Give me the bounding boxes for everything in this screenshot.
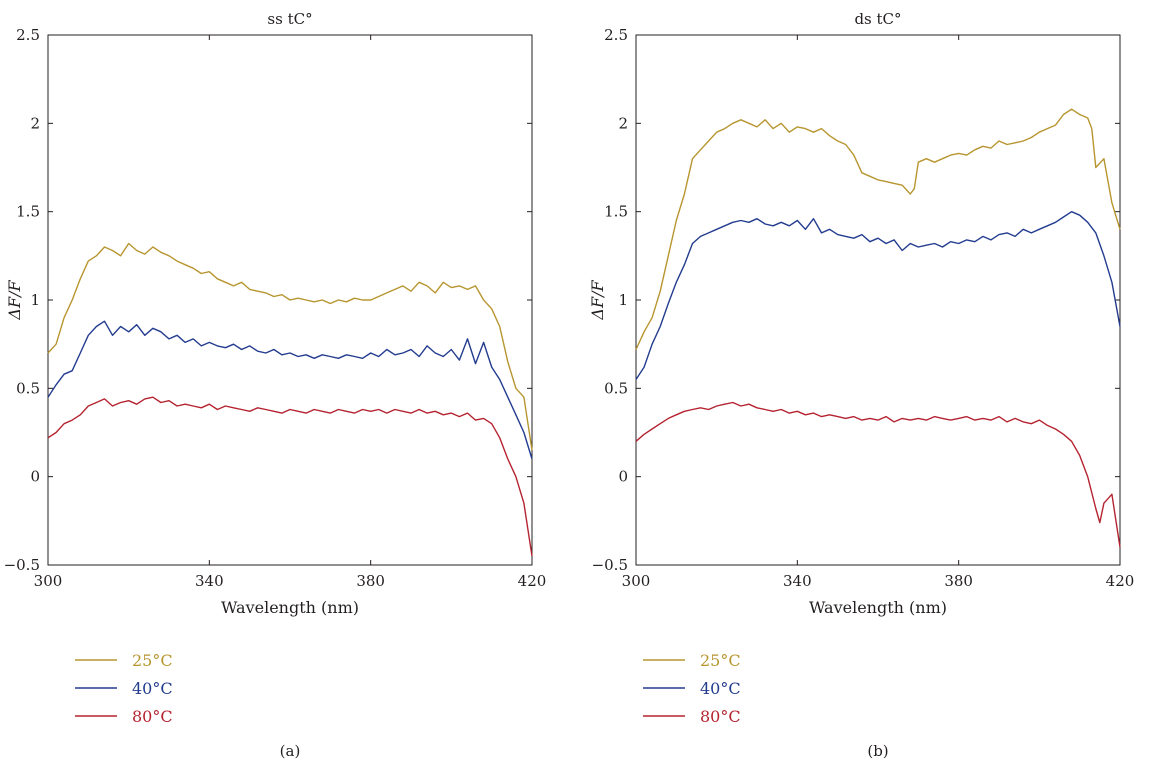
panel-a-title: ss tC°	[267, 10, 312, 28]
legend-label: 80°C	[700, 707, 741, 726]
y-tick-label: 1.5	[604, 203, 628, 221]
y-tick-label: −0.5	[592, 556, 628, 574]
panel-b-x-axis-title: Wavelength (nm)	[809, 598, 947, 617]
legend-label: 40°C	[700, 679, 741, 698]
panel-a-x-axis-title: Wavelength (nm)	[221, 598, 359, 617]
y-tick-label: 0	[618, 468, 628, 486]
y-tick-label: 1.5	[16, 203, 40, 221]
y-tick-label: 2	[618, 114, 628, 132]
series-line	[47, 396, 533, 557]
panel-b-title: ds tC°	[854, 10, 901, 28]
y-tick-label: 1	[30, 291, 40, 309]
x-tick-label: 300	[34, 572, 63, 590]
y-tick-label: 2.5	[604, 26, 628, 44]
x-tick-label: 420	[518, 572, 547, 590]
series-line	[47, 242, 533, 451]
x-tick-label: 340	[783, 572, 812, 590]
panel-b-y-axis-title: ΔF/F	[588, 280, 607, 321]
y-tick-label: 0	[30, 468, 40, 486]
y-tick-label: −0.5	[4, 556, 40, 574]
x-tick-label: 380	[944, 572, 973, 590]
x-tick-label: 340	[195, 572, 224, 590]
panel-a-caption: (a)	[280, 742, 301, 760]
panel-b-plot-frame	[635, 34, 1121, 566]
y-tick-label: 0.5	[604, 379, 628, 397]
panel-a-legend: 25°C 40°C 80°C	[75, 651, 173, 726]
x-tick-label: 420	[1106, 572, 1135, 590]
legend-label: 25°C	[700, 651, 741, 670]
legend-label: 40°C	[132, 679, 173, 698]
y-tick-label: 0.5	[16, 379, 40, 397]
panel-b-caption: (b)	[867, 742, 888, 760]
legend-label: 25°C	[132, 651, 173, 670]
x-tick-label: 380	[356, 572, 385, 590]
y-tick-label: 2	[30, 114, 40, 132]
y-tick-label: 2.5	[16, 26, 40, 44]
panel-a-y-axis-title: ΔF/F	[5, 280, 24, 321]
series-line	[635, 401, 1121, 548]
panel-a-ticks: 300 340 380 420 −0.5 0 0.5 1 1.5 2 2.5	[4, 26, 547, 590]
panel-b-legend: 25°C 40°C 80°C	[643, 651, 741, 726]
panel-b-ticks: 300 340 380 420 −0.5 0 0.5 1 1.5 2 2.5	[592, 26, 1135, 590]
series-line	[635, 108, 1121, 350]
panel-b: ds tC° 300 340 380 420 −0.5 0 0.5 1 1.5 2 2.5 Wave…	[588, 10, 1134, 760]
legend-label: 80°C	[132, 707, 173, 726]
panel-a: ss tC° 300 340 380 420 −0.5 0 0.5 1 1.5 2 2.5 Wave…	[4, 10, 547, 760]
x-tick-label: 300	[622, 572, 651, 590]
panel-a-lines	[47, 242, 533, 557]
series-line	[47, 320, 533, 460]
series-line	[635, 210, 1121, 380]
panel-b-lines	[635, 108, 1121, 548]
y-tick-label: 1	[618, 291, 628, 309]
